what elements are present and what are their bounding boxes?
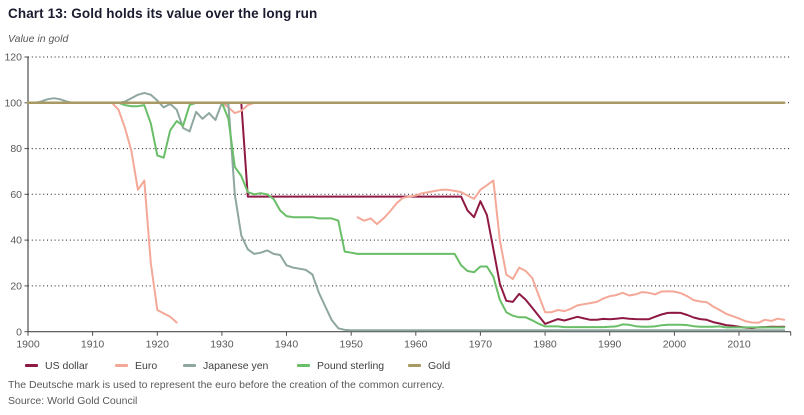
legend-item-gold: Gold [408,358,450,373]
svg-text:0: 0 [16,326,22,338]
svg-text:1950: 1950 [340,339,364,351]
legend-item-pound-sterling: Pound sterling [297,358,384,373]
svg-text:1910: 1910 [81,339,105,351]
chart-title: Chart 13: Gold holds its value over the … [8,6,318,21]
us-dollar-line-swatch [25,364,38,367]
euro-line-swatch [115,364,128,367]
legend-label: Euro [135,359,158,372]
svg-text:1990: 1990 [598,339,622,351]
y-axis-unit-label: Value in gold [8,33,69,45]
svg-text:120: 120 [4,52,22,64]
svg-text:100: 100 [4,97,22,109]
chart-legend: US dollar Euro Japanese yen Pound sterli… [0,358,804,373]
plot-area: 0 20 40 60 80 100 120 1900 1910 1920 1930 1940 1950 1… [4,52,792,351]
svg-text:1940: 1940 [275,339,299,351]
svg-text:1960: 1960 [404,339,428,351]
svg-text:40: 40 [10,235,22,247]
legend-label: Japanese yen [203,359,269,372]
svg-text:80: 80 [10,143,22,155]
svg-text:60: 60 [10,189,22,201]
source-attribution: Source: World Gold Council [8,395,138,407]
legend-item-japanese-yen: Japanese yen [183,358,268,373]
legend-item-euro: Euro [115,358,157,373]
footnote-deutsche-mark: The Deutsche mark is used to represent t… [8,379,445,391]
svg-text:1900: 1900 [16,339,40,351]
svg-text:20: 20 [10,281,22,293]
legend-label: Pound sterling [317,359,385,372]
japanese-yen-line-swatch [183,364,196,367]
svg-text:1920: 1920 [146,339,170,351]
legend-item-us-dollar: US dollar [25,358,88,373]
svg-text:1930: 1930 [210,339,234,351]
line-chart: 0 20 40 60 80 100 120 1900 1910 1920 1930 1940 1950 1… [4,52,792,351]
svg-text:2010: 2010 [727,339,751,351]
svg-text:1970: 1970 [469,339,493,351]
legend-label: Gold [428,359,451,372]
gold-line-swatch [408,364,421,367]
pound-sterling-line-swatch [297,364,310,367]
svg-text:2000: 2000 [663,339,687,351]
legend-label: US dollar [45,359,89,372]
svg-text:1980: 1980 [533,339,557,351]
